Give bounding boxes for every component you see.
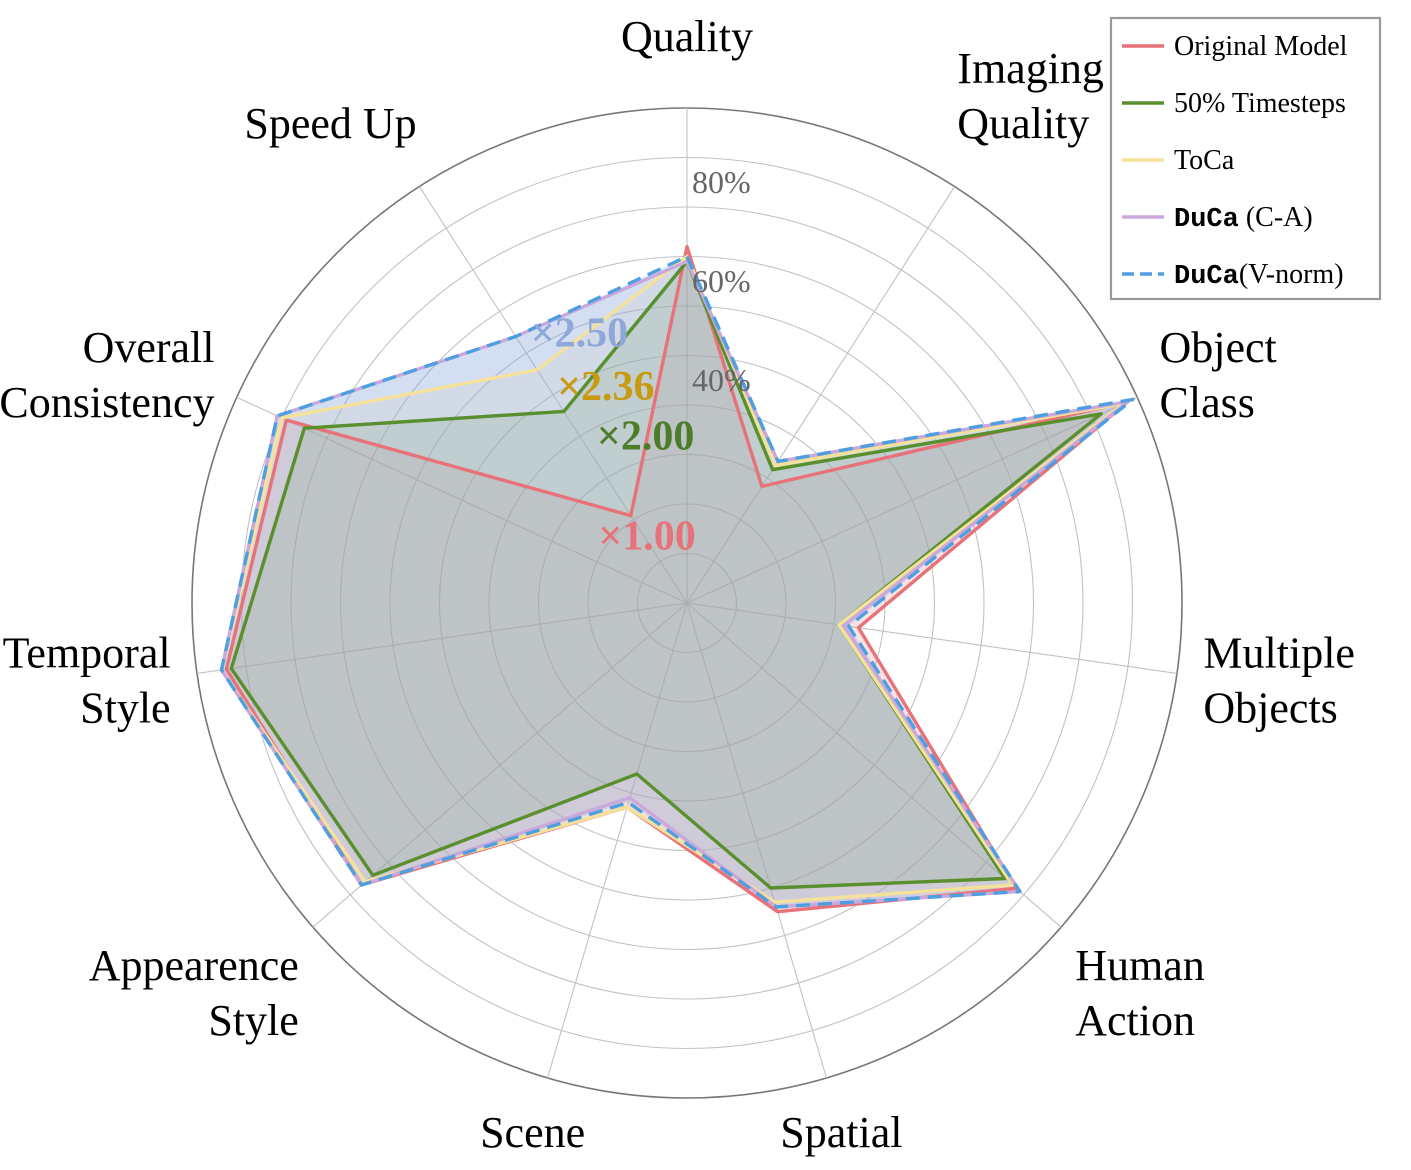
legend-label: 50% Timesteps: [1174, 88, 1346, 119]
series-area: [231, 261, 1102, 888]
grid-spoke: [236, 396, 688, 604]
axis-label: Object Class: [1160, 323, 1277, 427]
axis-label: SpatialRelationship: [730, 1108, 952, 1170]
speed-up-annotation: ×2.00: [597, 413, 694, 459]
series-line: [219, 259, 1131, 909]
grid-spoke: [686, 602, 1062, 928]
axis-label: Appearence Style: [89, 941, 299, 1045]
series-line: [229, 259, 1103, 890]
speed-annotation-layer: ×1.00 ×2.00×2.36 ×2.50: [531, 311, 696, 560]
grid-layer: [191, 107, 1183, 1099]
series-line: [224, 244, 1131, 914]
axis-label: Human Action: [1075, 941, 1205, 1045]
grid-spoke: [547, 602, 688, 1079]
axis-label: Overall Consistency: [0, 323, 215, 427]
series-area: [221, 261, 1129, 907]
legend-label: Original Model: [1174, 31, 1348, 62]
series-fill-layer: [221, 246, 1133, 912]
grid-spoke: [686, 186, 956, 604]
grid-spoke: [686, 396, 1138, 604]
legend: Original Model 50% Timesteps ToCa DuCa (C-A…: [1109, 16, 1382, 301]
axis-label: AestheticQuality: [604, 0, 770, 61]
axis-label: Scene: [480, 1108, 585, 1157]
grid-spoke: [418, 186, 688, 604]
legend-label: DuCa (C-A): [1174, 202, 1313, 235]
axis-label: Speed Up: [244, 99, 416, 148]
speed-up-annotation: ×2.36: [557, 364, 654, 410]
radial-tick-label: 40%: [692, 362, 751, 398]
axis-label: Multiple Objects: [1203, 629, 1355, 733]
legend-label: ToCa: [1174, 145, 1235, 176]
radial-tick-label: 60%: [692, 263, 751, 299]
series-line-layer: [219, 244, 1135, 914]
legend-label: DuCa(V-norm): [1174, 259, 1344, 292]
grid-spoke: [686, 602, 1178, 674]
grid-spoke: [686, 602, 827, 1079]
speed-up-annotation: ×2.50: [531, 311, 628, 357]
radial-tick-label: 80%: [692, 164, 751, 200]
axis-label: Imaging Quality: [957, 44, 1104, 148]
axis-label: Temporal Style: [3, 629, 171, 733]
speed-up-annotation: ×1.00: [598, 514, 695, 560]
radial-tick-layer: 40% 60% 80%: [692, 164, 751, 398]
series-area: [226, 246, 1129, 912]
grid-spoke: [196, 602, 688, 674]
